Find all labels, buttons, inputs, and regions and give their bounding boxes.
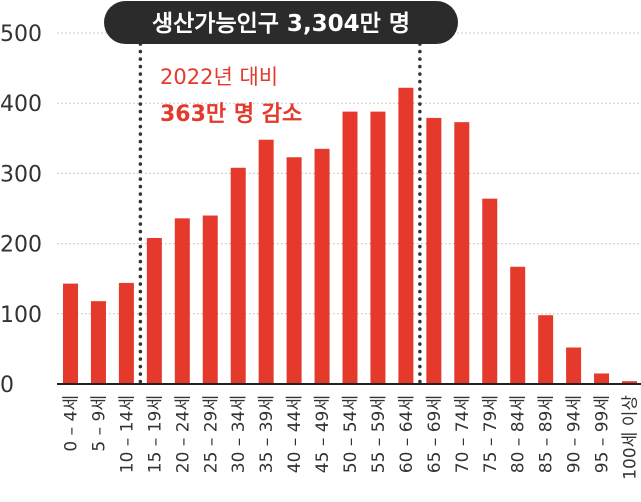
bar xyxy=(426,117,442,384)
x-tick-label: 40 – 44세 xyxy=(285,395,305,473)
x-tick-label: 60 – 64세 xyxy=(397,395,417,473)
bar xyxy=(566,347,582,384)
annotation-comparison: 2022년 대비 xyxy=(160,65,278,89)
y-tick-label: 200 xyxy=(0,233,42,258)
x-tick-label: 75 – 79세 xyxy=(481,395,501,473)
bar xyxy=(230,167,246,384)
bar xyxy=(258,139,274,384)
bar xyxy=(454,122,470,385)
bar xyxy=(594,373,610,384)
y-tick-label: 0 xyxy=(0,373,14,398)
bar xyxy=(482,198,498,384)
x-tick-label: 20 – 24세 xyxy=(173,395,193,473)
bar xyxy=(174,218,190,384)
x-tick-label: 30 – 34세 xyxy=(229,395,249,473)
bars xyxy=(63,87,637,385)
chart-title: 생산가능인구 3,304만 명 xyxy=(152,11,410,37)
y-tick-label: 300 xyxy=(0,162,42,187)
bar xyxy=(314,148,330,384)
x-tick-label: 65 – 69세 xyxy=(425,395,445,473)
working-age-dividers xyxy=(138,42,422,386)
bar xyxy=(510,266,526,384)
x-tick-label: 10 – 14세 xyxy=(117,395,137,473)
x-tick-label: 90 – 94세 xyxy=(565,395,585,473)
x-tick-label: 55 – 59세 xyxy=(369,395,389,473)
x-tick-label: 45 – 49세 xyxy=(313,395,333,473)
bar xyxy=(538,315,554,384)
x-tick-label: 80 – 84세 xyxy=(509,395,529,473)
bar xyxy=(146,237,162,384)
x-axis-tick-labels: 0 – 4세 5 – 9세 10 – 14세 15 – 19세 20 – 24세 25 –… xyxy=(62,395,641,480)
bar xyxy=(622,381,637,384)
bar xyxy=(118,282,134,384)
x-tick-label: 50 – 54세 xyxy=(341,395,361,473)
y-axis-tick-labels: 0 100 200 300 400 500 xyxy=(0,22,42,398)
x-tick-label: 95 – 99세 xyxy=(593,395,613,473)
y-tick-label: 100 xyxy=(0,303,42,328)
x-tick-label: 25 – 29세 xyxy=(201,395,221,473)
x-tick-label: 5 – 9세 xyxy=(89,395,109,452)
bar xyxy=(286,157,302,384)
bar xyxy=(370,111,386,385)
x-tick-label: 15 – 19세 xyxy=(145,395,165,473)
y-tick-label: 400 xyxy=(0,92,42,117)
x-tick-label: 70 – 74세 xyxy=(453,395,473,473)
bar xyxy=(202,215,218,384)
title-banner-background xyxy=(104,1,458,44)
x-tick-label: 85 – 89세 xyxy=(537,395,557,473)
title-banner: 생산가능인구 3,304만 명 xyxy=(104,1,458,44)
x-tick-label: 0 – 4세 xyxy=(62,395,82,452)
y-tick-label: 500 xyxy=(0,22,42,47)
bar xyxy=(342,111,358,385)
bar xyxy=(90,301,106,384)
annotation-decrease: 363만 명 감소 xyxy=(160,102,302,127)
x-tick-label: 100세 이상 xyxy=(621,395,641,480)
bar xyxy=(398,87,414,385)
bar xyxy=(63,283,78,384)
x-tick-label: 35 – 39세 xyxy=(257,395,277,473)
